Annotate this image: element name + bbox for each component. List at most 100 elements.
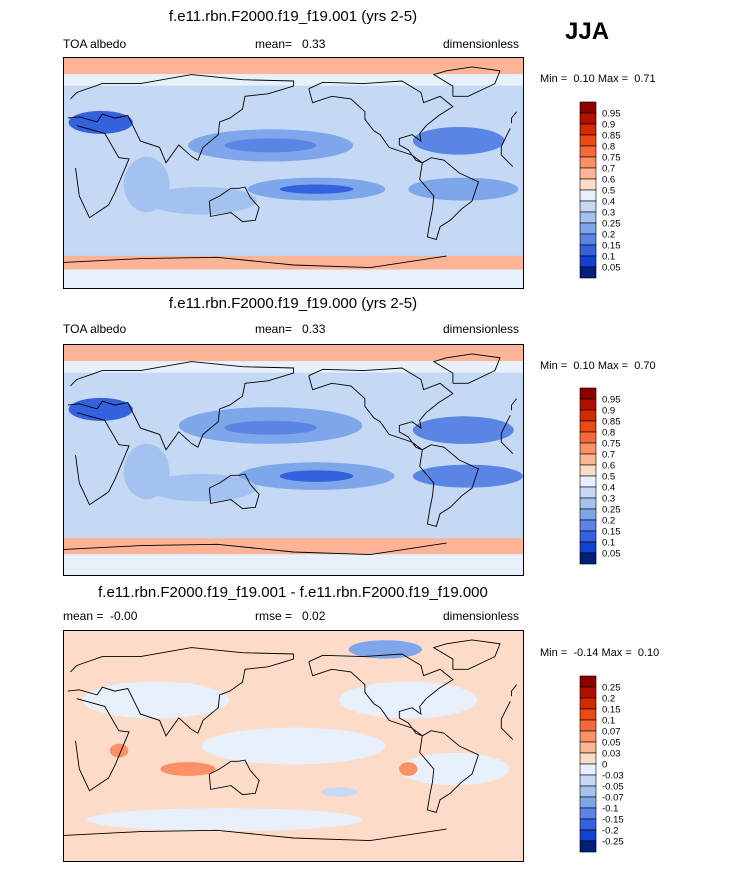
panel1-max-label: Max = [597, 73, 629, 85]
colorbar-swatch [579, 807, 597, 820]
colorbar-swatch [579, 189, 597, 202]
colorbar-tick-label: 0.9 [602, 120, 615, 131]
colorbar-swatch [579, 442, 597, 455]
colorbar-tick-label: 0.6 [602, 175, 615, 186]
colorbar-swatch [579, 785, 597, 798]
colorbar-tick-label: -0.15 [602, 815, 624, 826]
coastline [75, 125, 514, 219]
panel2-min-label: Min = [540, 360, 568, 372]
colorbar-tick-label: 0.7 [602, 164, 615, 175]
panel2-mean: mean= 0.33 [255, 322, 325, 336]
colorbar-swatch [579, 244, 597, 257]
colorbar-swatch [579, 167, 597, 180]
panel3-map-plot [64, 631, 523, 861]
colorbar-swatch [579, 818, 597, 831]
coastline [64, 542, 447, 556]
coastline [308, 80, 454, 164]
colorbar-tick-label: -0.03 [602, 771, 624, 782]
colorbar-tick-label: 0.8 [602, 428, 615, 439]
colorbar-swatch [579, 156, 597, 169]
field-contour [160, 762, 216, 776]
panel3-units: dimensionless [443, 609, 520, 623]
colorbar-tick-label: 0.05 [602, 263, 621, 274]
colorbar-tick-label: -0.25 [602, 837, 624, 848]
field-band [64, 269, 523, 288]
panel2-title: f.e11.rbn.F2000.f19_f19.000 (yrs 2-5) [168, 295, 418, 312]
panel2-max-label: Max = [597, 360, 629, 372]
panel2-variable: TOA albedo [63, 322, 127, 336]
colorbar-swatch [579, 774, 597, 787]
colorbar-swatch [579, 675, 597, 688]
colorbar-swatch [579, 719, 597, 732]
colorbar-swatch [579, 552, 597, 565]
colorbar-tick-label: 0.9 [602, 406, 615, 417]
coastline [432, 353, 501, 384]
colorbar-swatch [579, 233, 597, 246]
field-contour [146, 186, 257, 215]
colorbar-tick-label: 0.95 [602, 395, 621, 406]
field-contour [68, 397, 133, 421]
colorbar-swatch [579, 409, 597, 422]
panel3-colorbar: 0.250.20.150.10.070.050.030-0.03-0.05-0.… [579, 675, 624, 853]
panel1-mean: mean= 0.33 [255, 37, 325, 51]
field-contour [279, 184, 354, 194]
panel3-mean-value: -0.00 [110, 609, 138, 623]
field-band [64, 554, 523, 575]
colorbar-tick-label: 0.3 [602, 494, 615, 505]
colorbar-tick-label: -0.07 [602, 793, 624, 804]
panel2-mean-value: 0.33 [302, 322, 326, 336]
panel3-min-value: -0.14 [573, 647, 599, 659]
colorbar-tick-label: 0.25 [602, 219, 621, 230]
panel3-mean-label: mean = [63, 609, 104, 623]
field-contour [279, 470, 354, 482]
coastline [64, 828, 447, 842]
colorbar-swatch [579, 145, 597, 158]
coastline [308, 367, 454, 451]
colorbar-swatch [579, 112, 597, 125]
colorbar-swatch [579, 464, 597, 477]
field-contour [201, 727, 386, 765]
field-contour [408, 177, 519, 201]
colorbar-swatch [579, 708, 597, 721]
colorbar-swatch [579, 200, 597, 213]
field-contour [86, 808, 363, 832]
colorbar-swatch [579, 211, 597, 224]
field-contour [123, 443, 170, 500]
colorbar-swatch [579, 431, 597, 444]
colorbar-swatch [579, 519, 597, 532]
colorbar-tick-label: 0.1 [602, 716, 615, 727]
field-contour [68, 110, 133, 134]
colorbar-tick-label: 0.15 [602, 241, 621, 252]
field-contour [123, 156, 170, 213]
panel3-map [63, 630, 524, 862]
colorbar-tick-label: 0.85 [602, 131, 621, 142]
colorbar-swatch [579, 222, 597, 235]
colorbar-tick-label: 0.2 [602, 230, 615, 241]
colorbar-swatch [579, 697, 597, 710]
colorbar-swatch [579, 266, 597, 279]
colorbar-swatch [579, 255, 597, 268]
coastline [432, 639, 501, 670]
coastline [208, 186, 260, 223]
colorbar-tick-label: 0.1 [602, 538, 615, 549]
colorbar-tick-label: -0.1 [602, 804, 618, 815]
colorbar-swatch [579, 387, 597, 400]
colorbar-tick-label: 0.75 [602, 153, 621, 164]
colorbar-tick-label: 0.15 [602, 527, 621, 538]
panel3-max-value: 0.10 [637, 647, 660, 659]
field-band [64, 538, 523, 555]
coastline [75, 698, 514, 792]
coastline [208, 473, 260, 510]
colorbar-tick-label: 0.25 [602, 505, 621, 516]
colorbar-tick-label: 0.8 [602, 142, 615, 153]
colorbar-swatch [579, 530, 597, 543]
colorbar-swatch [579, 486, 597, 499]
colorbar-tick-label: 0.15 [602, 705, 621, 716]
panel2-colorbar: 0.950.90.850.80.750.70.60.50.40.30.250.2… [579, 387, 621, 565]
panel2-units: dimensionless [443, 322, 520, 336]
colorbar-swatch [579, 796, 597, 809]
panel1-variable: TOA albedo [63, 37, 127, 51]
field-contour [224, 138, 317, 153]
colorbar-swatch [579, 829, 597, 842]
panel3-rmse: rmse = 0.02 [255, 609, 325, 623]
